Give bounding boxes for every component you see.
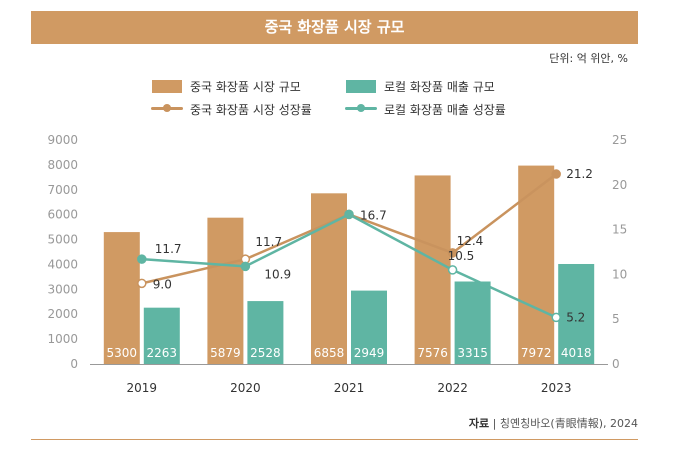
legend-swatch-bar2 (346, 80, 376, 93)
line-value-label: 12.4 (457, 234, 484, 248)
point-market-growth (551, 169, 561, 179)
unit-label: 단위: 억 위안, % (549, 52, 628, 65)
line-value-label: 9.0 (153, 277, 172, 291)
y-left-tick-label: 6000 (47, 208, 78, 222)
bar-value-label: 2949 (354, 346, 385, 360)
bar-value-label: 5879 (210, 346, 241, 360)
legend-swatch-line1 (151, 104, 183, 112)
title-bar: 중국 화장품 시장 규모 (31, 11, 638, 44)
footer-divider (31, 439, 638, 440)
y-right-tick-label: 0 (612, 357, 620, 371)
chart-title: 중국 화장품 시장 규모 (264, 18, 405, 36)
x-tick-label: 2023 (541, 381, 572, 395)
line-local-growth (141, 213, 557, 319)
x-tick-label: 2021 (334, 381, 365, 395)
y-right-tick-label: 20 (612, 178, 627, 192)
x-tick-label: 2019 (127, 381, 158, 395)
line-value-label: 5.2 (566, 310, 585, 324)
point-market-growth (447, 248, 458, 258)
bar-value-label: 7576 (417, 346, 448, 360)
point-local-growth (137, 254, 147, 264)
bar-local-sales (247, 301, 284, 364)
point-local-growth (344, 209, 354, 220)
y-right-tick-label: 25 (612, 133, 627, 147)
line-value-label: 10.9 (264, 267, 291, 281)
y-left-tick-label: 9000 (47, 133, 78, 147)
bar-value-label: 3315 (457, 346, 488, 360)
line-value-label: 11.7 (255, 235, 282, 249)
point-local-growth (551, 312, 561, 323)
bar-value-label: 4018 (561, 346, 592, 360)
bar-market-size (103, 232, 140, 364)
legend-label-line1: 중국 화장품 시장 성장률 (190, 103, 312, 117)
legend-label-line2: 로컬 화장품 매출 성장률 (384, 103, 506, 117)
line-value-label: 21.2 (566, 167, 593, 181)
y-left-tick-label: 8000 (47, 158, 78, 172)
legend-label-bar1: 중국 화장품 시장 규모 (190, 80, 301, 94)
y-right-tick-label: 5 (612, 312, 620, 326)
bar-value-label: 5300 (107, 346, 138, 360)
y-left-tick-label: 5000 (47, 233, 78, 247)
line-market-growth (141, 173, 557, 285)
y-right-tick-label: 10 (612, 267, 627, 281)
point-market-growth (137, 278, 147, 289)
y-left-tick-label: 3000 (47, 282, 78, 296)
bar-value-label: 6858 (314, 346, 345, 360)
y-left-tick-label: 2000 (47, 307, 78, 321)
legend-swatch-line2 (345, 104, 377, 112)
bar-value-label: 2263 (147, 346, 178, 360)
legend-label-bar2: 로컬 화장품 매출 규모 (384, 80, 495, 94)
line-value-label: 16.7 (360, 208, 387, 222)
y-left-tick-label: 1000 (47, 332, 78, 346)
source-label: 자료 (468, 417, 490, 430)
bar-market-size (207, 217, 244, 364)
bar-local-sales (143, 307, 180, 364)
y-right-tick-label: 15 (612, 223, 627, 237)
legend-swatch-bar1 (152, 80, 182, 93)
point-local-growth (240, 261, 251, 272)
bar-local-sales (558, 263, 595, 364)
source-note: 자료 | 칭옌칭바오(青眼情報), 2024 (468, 417, 638, 430)
point-local-growth (447, 265, 458, 275)
y-left-tick-label: 7000 (47, 183, 78, 197)
bar-value-label: 2528 (250, 346, 281, 360)
source-text: 칭옌칭바오(青眼情報), 2024 (499, 417, 638, 430)
bar-local-sales (454, 281, 491, 364)
x-tick-label: 2020 (230, 381, 261, 395)
bar-market-size (414, 175, 451, 364)
line-value-label: 10.5 (448, 249, 475, 263)
line-value-label: 11.7 (155, 242, 182, 256)
bar-local-sales (351, 290, 387, 364)
bar-value-label: 7972 (521, 346, 552, 360)
bar-market-size (518, 165, 555, 364)
y-left-tick-label: 4000 (47, 257, 78, 271)
y-left-tick-label: 0 (70, 357, 78, 371)
x-tick-label: 2022 (437, 381, 468, 395)
